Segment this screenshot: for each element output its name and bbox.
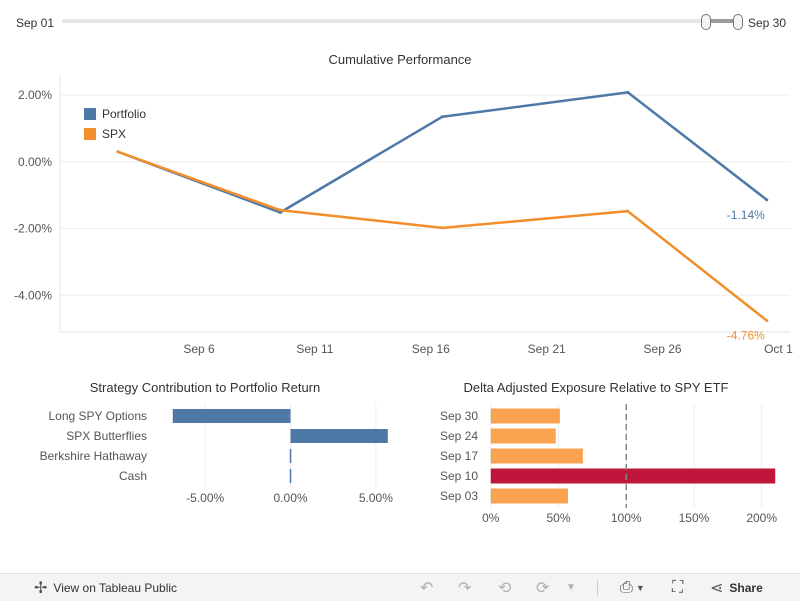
pause-dropdown[interactable]: ▼ bbox=[566, 574, 576, 601]
x-tick-label: 150% bbox=[679, 511, 710, 525]
x-tick-label: 0.00% bbox=[274, 491, 308, 505]
end-label-spx: -4.76% bbox=[727, 329, 765, 343]
x-tick-label: 0% bbox=[482, 511, 500, 525]
x-tick-label: Sep 11 bbox=[296, 342, 333, 356]
portfolio-swatch bbox=[84, 108, 96, 120]
exposure-bar bbox=[490, 428, 556, 444]
undo-icon: ↶ bbox=[420, 579, 434, 597]
end-label-portfolio: -1.14% bbox=[727, 208, 765, 222]
data-point-spx bbox=[440, 226, 444, 230]
line-chart-title: Cumulative Performance bbox=[328, 52, 472, 67]
x-tick-label: Oct 1 bbox=[764, 342, 793, 356]
exposure-bar bbox=[490, 408, 560, 424]
legend-label-spx: SPX bbox=[102, 127, 127, 141]
series-line-portfolio bbox=[117, 91, 768, 214]
x-tick-label: Sep 6 bbox=[183, 342, 215, 356]
undo-button[interactable]: ↶ bbox=[420, 574, 433, 601]
fullscreen-icon: ⛶ bbox=[672, 578, 684, 596]
date-label: Sep 24 bbox=[440, 429, 478, 443]
strategy-bar bbox=[289, 469, 292, 483]
download-icon: ⎙ bbox=[620, 578, 633, 596]
data-point-portfolio bbox=[440, 115, 444, 119]
date-label: Sep 30 bbox=[440, 409, 478, 423]
date-label: Sep 17 bbox=[440, 449, 478, 463]
category-label: SPX Butterflies bbox=[66, 429, 147, 443]
revert-icon: ⟲ bbox=[498, 579, 512, 597]
line-chart-legend: Portfolio SPX bbox=[84, 104, 146, 144]
data-point-spx bbox=[626, 209, 630, 213]
exposure-chart-title: Delta Adjusted Exposure Relative to SPY … bbox=[463, 380, 729, 395]
x-tick-label: Sep 21 bbox=[528, 342, 566, 356]
x-tick-label: 50% bbox=[546, 511, 570, 525]
cumulative-performance-chart: 2.00% 0.00% -2.00% -4.00% Sep 6 Sep 11 Sep 16 S… bbox=[14, 75, 793, 356]
strategy-bar bbox=[290, 429, 388, 443]
toolbar-divider bbox=[597, 580, 598, 596]
data-point-spx bbox=[116, 150, 120, 154]
y-tick-label: 2.00% bbox=[18, 88, 52, 102]
date-slider-range bbox=[706, 19, 738, 23]
date-range-filter: Sep 01 Sep 30 bbox=[0, 0, 800, 44]
date-slider-end-handle[interactable] bbox=[733, 14, 743, 30]
exposure-bar bbox=[490, 448, 583, 464]
download-chevron-icon: ▼ bbox=[635, 582, 645, 593]
download-button[interactable]: ⎙ ▼ bbox=[620, 574, 645, 601]
chevron-down-icon: ▼ bbox=[566, 582, 576, 593]
legend-label-portfolio: Portfolio bbox=[102, 107, 147, 121]
exposure-bar bbox=[490, 468, 776, 484]
data-point-portfolio bbox=[626, 90, 630, 94]
category-label: Cash bbox=[119, 469, 147, 483]
x-tick-label: 100% bbox=[611, 511, 642, 525]
view-on-tableau-link[interactable]: ✢ View on Tableau Public bbox=[34, 574, 177, 601]
y-tick-label: -2.00% bbox=[14, 222, 52, 236]
date-label: Sep 10 bbox=[440, 469, 478, 483]
fullscreen-button[interactable]: ⛶ bbox=[672, 574, 683, 601]
redo-button[interactable]: ↷ bbox=[458, 574, 471, 601]
date-slider-track[interactable] bbox=[62, 19, 738, 23]
delta-exposure-chart: 0% 50% 100% 150% 200% Sep 30 Sep 24 Sep 17 Sep 1… bbox=[440, 404, 777, 525]
strategy-chart-title: Strategy Contribution to Portfolio Retur… bbox=[89, 380, 321, 395]
legend-item-spx[interactable]: SPX bbox=[84, 124, 146, 144]
share-label: Share bbox=[729, 580, 763, 595]
data-point-portfolio bbox=[765, 198, 769, 202]
legend-item-portfolio[interactable]: Portfolio bbox=[84, 104, 146, 124]
refresh-icon: ⟳ bbox=[536, 579, 550, 597]
date-slider-start-handle[interactable] bbox=[701, 14, 711, 30]
exposure-bar bbox=[490, 488, 568, 504]
strategy-bar bbox=[172, 409, 291, 423]
date-start-label: Sep 01 bbox=[16, 16, 55, 30]
revert-button[interactable]: ⟲ bbox=[498, 574, 511, 601]
x-tick-label: 200% bbox=[746, 511, 777, 525]
data-point-portfolio bbox=[278, 211, 282, 215]
data-point-spx bbox=[278, 208, 282, 212]
refresh-button[interactable]: ⟳ bbox=[536, 574, 549, 601]
spx-swatch bbox=[84, 128, 96, 140]
strategy-bar bbox=[289, 449, 292, 463]
bottom-toolbar: ✢ View on Tableau Public ↶ ↷ ⟲ ⟳ ▼ ⎙ ▼ ⛶… bbox=[0, 573, 800, 601]
view-on-tableau-label: View on Tableau Public bbox=[53, 580, 178, 595]
x-tick-label: Sep 16 bbox=[412, 342, 450, 356]
category-label: Long SPY Options bbox=[48, 409, 147, 423]
y-tick-label: 0.00% bbox=[18, 155, 52, 169]
y-tick-label: -4.00% bbox=[14, 288, 52, 302]
data-point-spx bbox=[765, 319, 769, 323]
share-icon: ⋖ bbox=[710, 579, 724, 597]
redo-icon: ↷ bbox=[458, 579, 472, 597]
x-tick-label: -5.00% bbox=[186, 491, 224, 505]
date-end-label: Sep 30 bbox=[748, 16, 787, 30]
date-label: Sep 03 bbox=[440, 489, 478, 503]
share-button[interactable]: ⋖ Share bbox=[710, 574, 763, 601]
x-tick-label: 5.00% bbox=[359, 491, 393, 505]
tableau-logo-icon: ✢ bbox=[34, 579, 48, 597]
x-tick-label: Sep 26 bbox=[644, 342, 682, 356]
category-label: Berkshire Hathaway bbox=[40, 449, 147, 463]
strategy-contribution-chart: -5.00% 0.00% 5.00% Long SPY Options SPX Butt… bbox=[40, 404, 393, 505]
